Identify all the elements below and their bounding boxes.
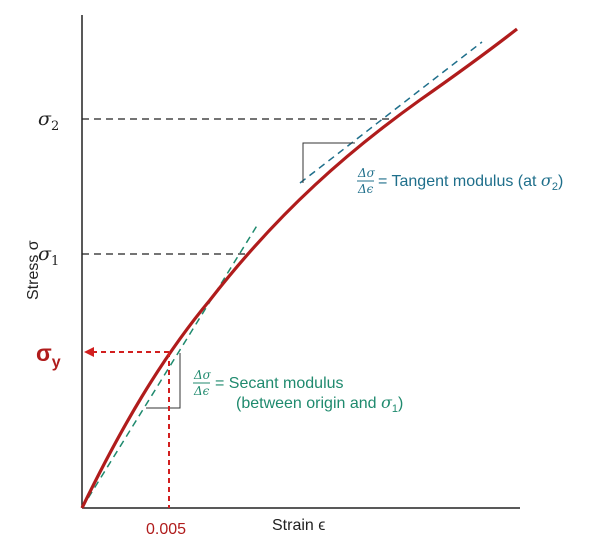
sigmay-symbol: σ bbox=[36, 340, 52, 366]
tangent-prefix: = Tangent modulus (at bbox=[378, 173, 541, 190]
secant-triangle bbox=[146, 353, 181, 409]
sigmay-subscript: y bbox=[52, 354, 61, 371]
stress-strain-curve bbox=[80, 27, 518, 509]
secant-line bbox=[81, 223, 259, 509]
y-axis-label: Stress σ bbox=[25, 240, 42, 300]
secant-line2: (between origin and σ1) bbox=[236, 393, 403, 415]
sigma1-label: σ1 bbox=[38, 243, 59, 269]
tangent-sigma: σ bbox=[541, 171, 553, 190]
secant-sigma: σ bbox=[381, 393, 393, 412]
secant-line2-suffix: ) bbox=[398, 395, 403, 412]
sigma1-symbol: σ bbox=[38, 243, 52, 265]
sigma2-label: σ2 bbox=[38, 108, 59, 134]
tangent-denominator: Δϵ bbox=[357, 182, 374, 196]
secant-line2-prefix: (between origin and bbox=[236, 395, 381, 412]
strain-marker-label: 0.005 bbox=[146, 521, 186, 538]
secant-line1: = Secant modulus bbox=[215, 375, 344, 392]
secant-annotation: Δσ Δϵ = Secant modulus (between origin a… bbox=[193, 368, 403, 415]
tangent-line bbox=[299, 41, 483, 184]
tangent-triangle bbox=[302, 142, 355, 183]
sigmay-label: σy bbox=[36, 340, 61, 371]
tangent-text: = Tangent modulus (at σ2) bbox=[378, 171, 563, 193]
tangent-suffix: ) bbox=[558, 173, 563, 190]
tangent-sigma-subscript: 2 bbox=[552, 181, 558, 193]
sigma2-symbol: σ bbox=[38, 108, 52, 130]
secant-sigma-subscript: 1 bbox=[392, 403, 398, 415]
tangent-annotation: Δσ Δϵ = Tangent modulus (at σ2) bbox=[357, 166, 563, 196]
tangent-numerator: Δσ bbox=[357, 166, 376, 180]
x-axis-label: Strain ϵ bbox=[272, 517, 325, 534]
secant-numerator: Δσ bbox=[193, 368, 212, 382]
secant-denominator: Δϵ bbox=[193, 384, 210, 398]
sigma1-subscript: 1 bbox=[51, 254, 59, 269]
sigma2-subscript: 2 bbox=[51, 119, 59, 134]
